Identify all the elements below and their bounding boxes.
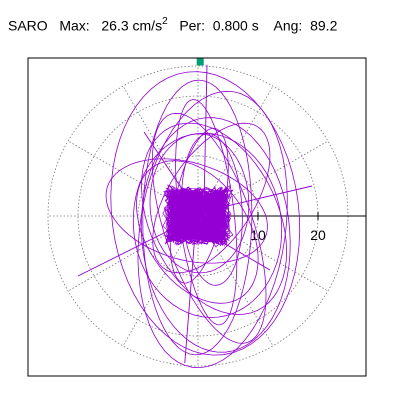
trace-core xyxy=(162,184,234,248)
trace-loop-2 xyxy=(136,160,259,304)
trace-spike-5 xyxy=(197,227,271,271)
per-label: Per: xyxy=(179,17,205,34)
ang-value: 89.2 xyxy=(310,17,338,34)
peak-marker-square xyxy=(196,58,204,66)
radial-tick-label-10: 10 xyxy=(250,227,266,243)
max-value: 26.3 cm/s xyxy=(101,17,163,34)
trace-loop-4 xyxy=(132,132,283,318)
peak-marker xyxy=(196,58,204,66)
trace-loop-5 xyxy=(137,90,288,369)
trace-spike-0 xyxy=(77,215,199,277)
trace-loop-6 xyxy=(175,99,238,326)
trace-loop-8 xyxy=(140,117,291,353)
plot-frame xyxy=(27,57,367,377)
trace-loop-1 xyxy=(151,112,267,344)
ang-label: Ang: xyxy=(273,17,303,34)
per-value: 0.800 s xyxy=(212,17,259,34)
max-label: Max: xyxy=(59,17,90,34)
trace-spike-3 xyxy=(209,185,313,211)
particle-motion-trace xyxy=(77,64,313,369)
radial-tick-label-20: 20 xyxy=(310,227,326,243)
station-name: SARO xyxy=(8,17,48,34)
radial-axis: 10 20 xyxy=(198,212,366,243)
trace-spike-1 xyxy=(203,64,208,205)
trace-spike-2 xyxy=(184,233,196,364)
chart-title: SARO Max: 26.3 cm/s2 Per: 0.800 s Ang: 8… xyxy=(8,16,338,34)
trace-loop-12 xyxy=(169,127,229,284)
trace-spike-4 xyxy=(143,131,193,205)
trace-loop-3 xyxy=(142,79,253,356)
trace-loop-0 xyxy=(110,71,301,356)
trace-loop-13 xyxy=(180,133,243,286)
max-unit-exponent: 2 xyxy=(162,16,168,27)
